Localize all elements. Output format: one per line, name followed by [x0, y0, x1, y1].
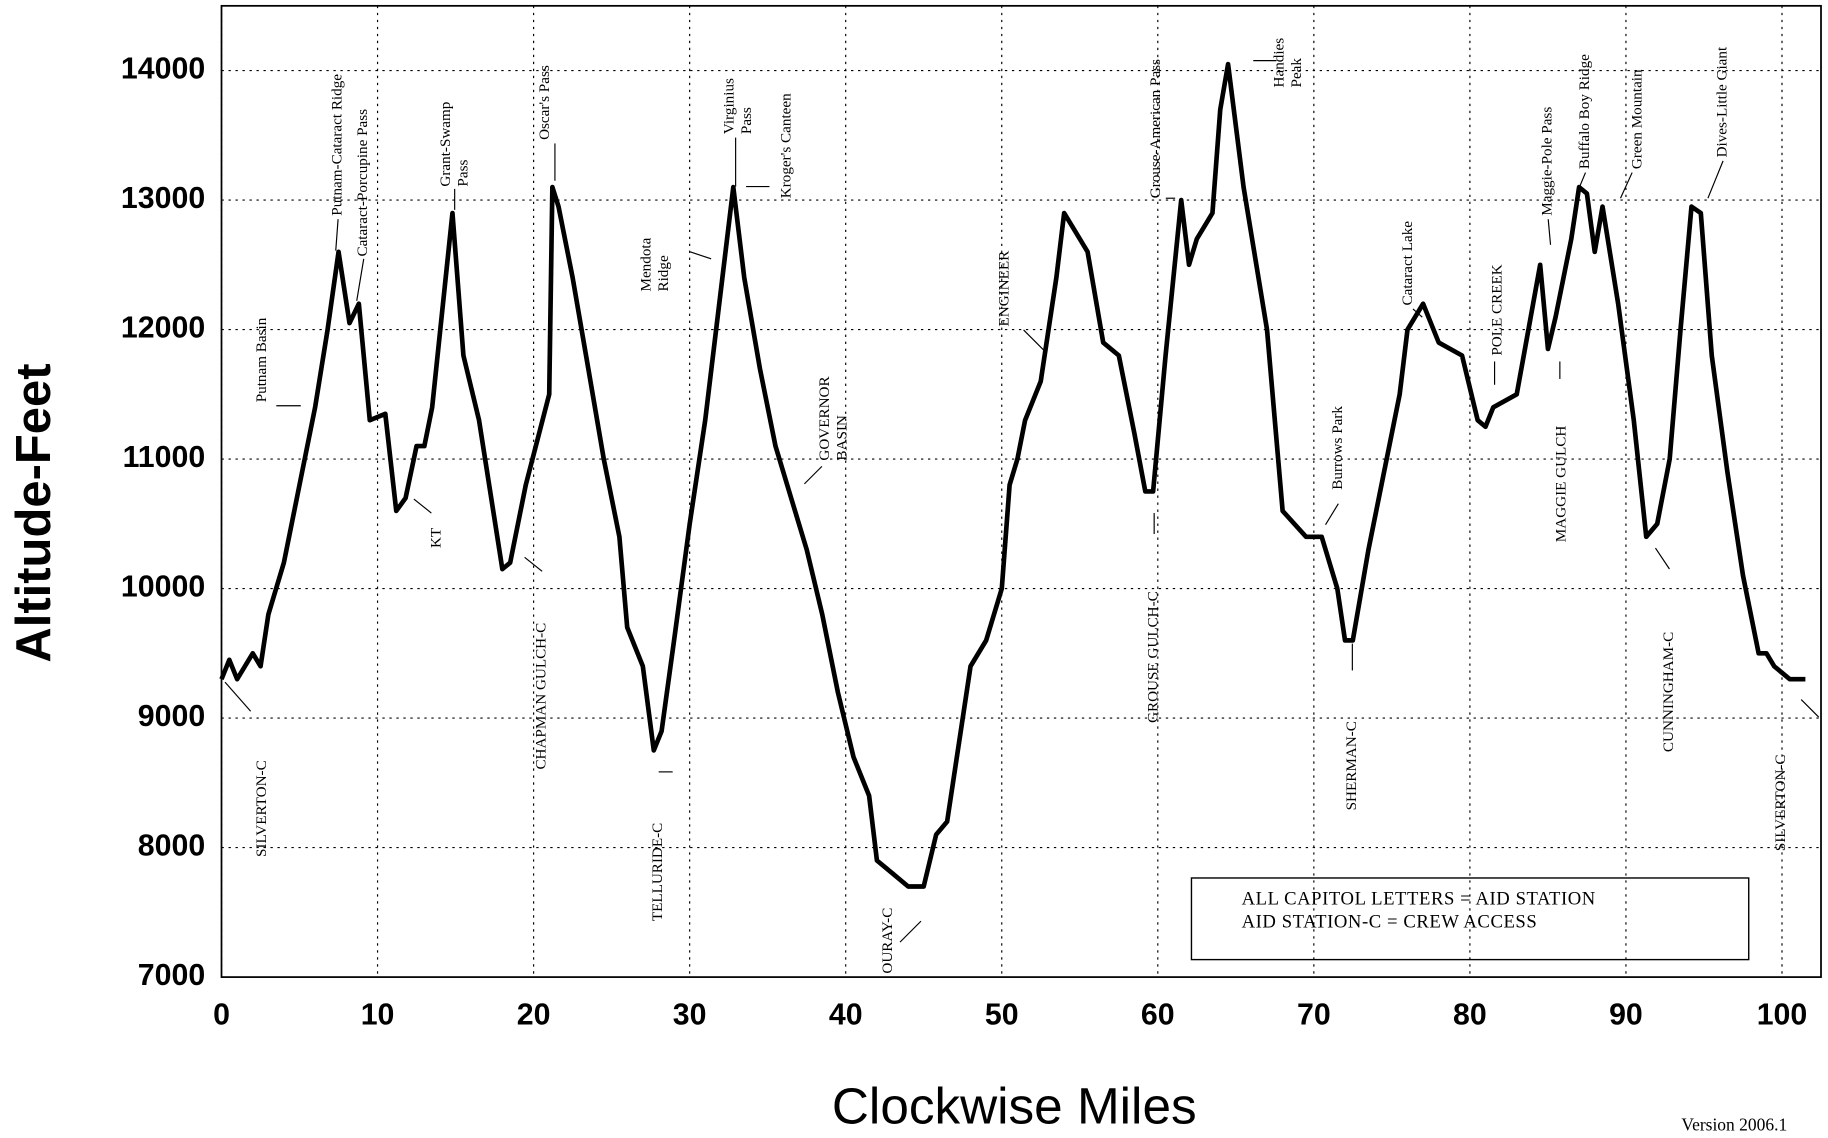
annotation: Kroger's Canteen [777, 93, 794, 198]
annotation: Buffalo Boy Ridge [1576, 54, 1593, 169]
annotation: SILVERTON-C [253, 760, 270, 857]
leader-line [224, 681, 252, 712]
annotation: Putnam Basin [253, 317, 270, 402]
x-tick-label: 90 [1609, 999, 1643, 1032]
annotation: MAGGIE GULCH [1553, 426, 1570, 543]
annotation: Pass [454, 160, 471, 187]
annotation: GOVERNOR [816, 376, 833, 461]
annotation: Dives-Little Giant [1714, 46, 1731, 157]
leader-line [1579, 172, 1587, 187]
x-tick-label: 70 [1297, 999, 1331, 1032]
x-tick-label: 0 [213, 999, 230, 1032]
y-tick-label: 13000 [121, 182, 205, 215]
leader-line [899, 920, 922, 943]
annotation: POLE CREEK [1489, 264, 1506, 355]
y-tick-label: 11000 [123, 441, 206, 474]
annotation: ENGINEER [995, 250, 1012, 327]
annotation: Mendota [638, 237, 655, 291]
leader-line [804, 465, 823, 485]
leader-line [413, 498, 432, 514]
annotation: Green Mountain [1628, 69, 1645, 169]
annotation: Oscar's Pass [536, 65, 553, 140]
annotation: Burrows Park [1329, 406, 1346, 490]
y-tick-label: 7000 [138, 959, 205, 992]
annotation: OURAY-C [879, 908, 896, 974]
leader-line [1547, 219, 1552, 245]
annotation: BASIN [833, 415, 850, 460]
leader-line [1023, 329, 1044, 351]
x-tick-label: 50 [985, 999, 1019, 1032]
y-tick-label: 14000 [121, 53, 205, 86]
x-tick-label: 40 [829, 999, 863, 1032]
x-tick-label: 30 [673, 999, 707, 1032]
leader-line [1800, 699, 1820, 718]
leader-line [689, 251, 712, 260]
legend-text: AID STATION-C = CREW ACCESS [1242, 912, 1538, 933]
y-axis-label: Altitude-Feet [7, 363, 61, 662]
y-tick-label: 8000 [138, 830, 205, 863]
leader-line [356, 258, 365, 301]
x-tick-label: 20 [517, 999, 551, 1032]
annotation: Cataract-Porcupine Pass [354, 109, 371, 257]
leader-line [1325, 503, 1339, 525]
x-tick-label: 10 [361, 999, 395, 1032]
annotation: Grouse-American Pass [1147, 59, 1164, 198]
annotation: Grant-Swamp [437, 102, 454, 187]
leader-line [524, 556, 543, 572]
leader-line [1619, 172, 1633, 199]
plot-frame [220, 4, 1822, 978]
annotation: Ridge [655, 255, 672, 291]
annotation: SILVERTON-C [1772, 754, 1789, 851]
leader-line [1654, 547, 1670, 570]
annotation: Maggie-Pole Pass [1539, 107, 1556, 216]
annotation: SHERMAN-C [1343, 721, 1360, 810]
y-tick-label: 12000 [121, 312, 205, 345]
annotation: Handies [1271, 38, 1288, 88]
annotation: GROUSE GULCH-C [1145, 591, 1162, 723]
annotation: Peak [1288, 58, 1305, 88]
x-axis-label: Clockwise Miles [832, 1078, 1197, 1135]
annotation: TELLURIDE-C [649, 823, 666, 921]
legend-box [1190, 877, 1750, 961]
leader-line [1707, 160, 1724, 199]
y-tick-label: 10000 [121, 571, 205, 604]
version: Version 2006.1 [1681, 1114, 1787, 1134]
annotation: Putnam-Cataract Ridge [329, 74, 346, 216]
leader-line [335, 219, 339, 251]
annotation: Pass [738, 107, 755, 134]
elevation-line [219, 61, 1806, 889]
annotation: CUNNINGHAM-C [1660, 632, 1677, 752]
annotation: CHAPMAN GULCH-C [533, 623, 550, 770]
annotation: Cataract Lake [1399, 221, 1416, 306]
y-tick-label: 9000 [138, 700, 205, 733]
annotation: Virginius [720, 78, 737, 134]
x-tick-label: 80 [1453, 999, 1487, 1032]
annotation: KT [428, 528, 445, 548]
x-tick-label: 60 [1141, 999, 1175, 1032]
x-tick-label: 100 [1757, 999, 1808, 1032]
leader-line [1412, 308, 1423, 318]
legend-text: ALL CAPITOL LETTERS = AID STATION [1242, 888, 1596, 909]
